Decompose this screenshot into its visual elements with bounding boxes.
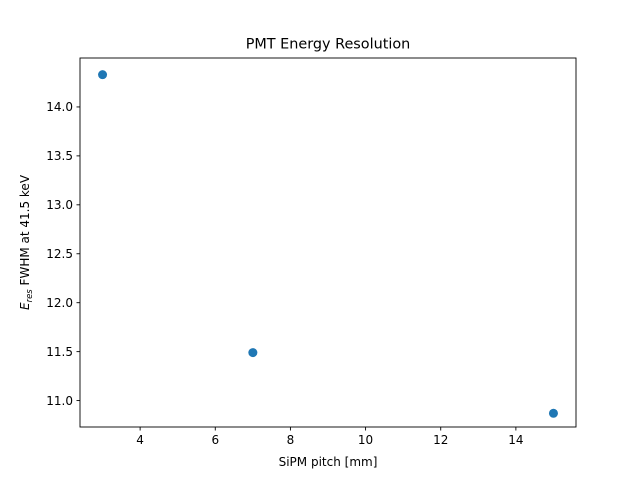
data-point bbox=[548, 408, 558, 418]
x-axis-label: SiPM pitch [mm] bbox=[279, 455, 378, 469]
x-tick-label: 12 bbox=[433, 433, 448, 447]
y-axis: 11.0 11.5 12.0 12.5 13.0 13.5 14.0 bbox=[46, 100, 80, 408]
y-axis-label-prefix: E bbox=[18, 302, 32, 310]
x-tick-label: 10 bbox=[358, 433, 373, 447]
plot-area: 4 6 8 10 12 14 11.0 11.5 12.0 12.5 13.0 13.5 14.0 bbox=[46, 57, 577, 447]
x-tick-label: 8 bbox=[287, 433, 295, 447]
y-tick-label: 12.5 bbox=[46, 247, 73, 261]
y-axis-label-suffix: FWHM at 41.5 keV bbox=[18, 174, 32, 289]
x-tick-label: 4 bbox=[136, 433, 144, 447]
data-points bbox=[98, 70, 558, 418]
y-tick-label: 11.0 bbox=[46, 394, 73, 408]
y-axis-label: Eres FWHM at 41.5 keV bbox=[18, 174, 35, 310]
axes-frame bbox=[79, 57, 577, 428]
x-tick-label: 14 bbox=[508, 433, 523, 447]
y-axis-label-subscript: res bbox=[25, 289, 35, 303]
x-axis: 4 6 8 10 12 14 bbox=[136, 427, 524, 447]
y-tick-label: 14.0 bbox=[46, 100, 73, 114]
y-tick-label: 12.0 bbox=[46, 296, 73, 310]
chart-title: PMT Energy Resolution bbox=[246, 37, 411, 53]
y-tick-label: 11.5 bbox=[46, 345, 73, 359]
data-point bbox=[98, 70, 108, 80]
x-tick-label: 6 bbox=[211, 433, 219, 447]
y-tick-label: 13.5 bbox=[46, 149, 73, 163]
y-tick-label: 13.0 bbox=[46, 198, 73, 212]
data-point bbox=[248, 348, 258, 358]
